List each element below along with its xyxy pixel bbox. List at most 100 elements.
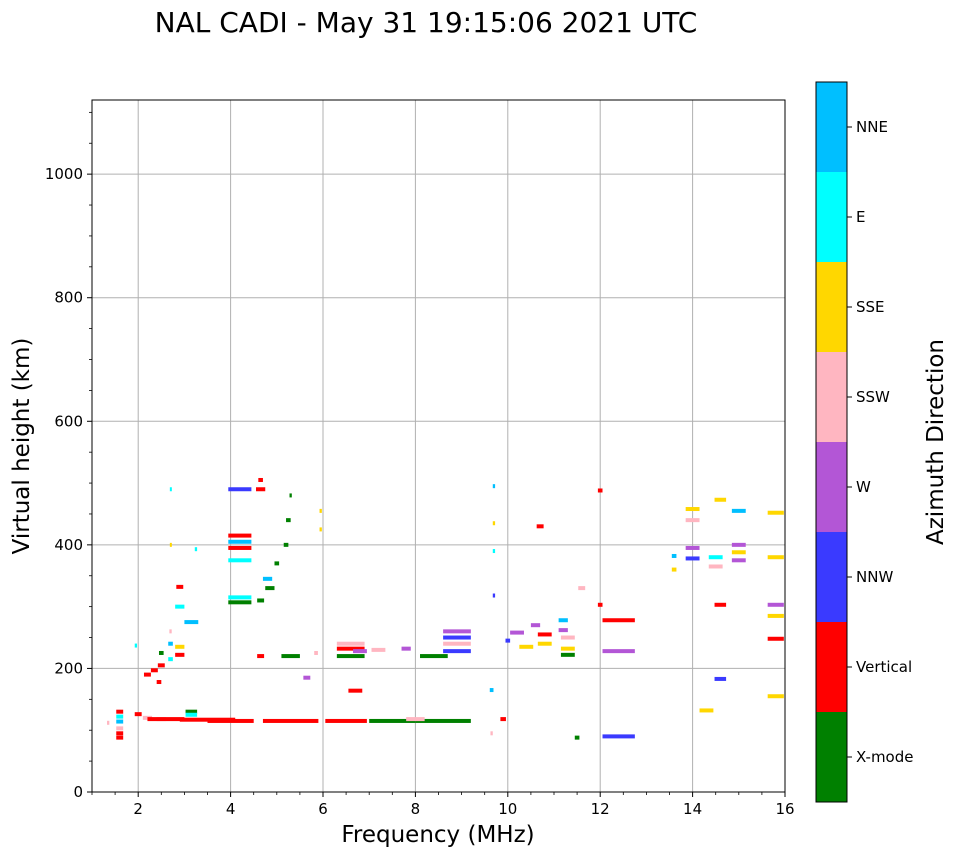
echo-point <box>168 657 173 662</box>
y-tick-label: 800 <box>54 289 83 307</box>
echo-point <box>537 641 552 646</box>
echo-point <box>289 493 292 498</box>
echo-point <box>228 545 252 550</box>
echo-point <box>116 709 124 714</box>
colorbar-tick-label: SSW <box>856 388 890 406</box>
echo-point <box>369 718 416 723</box>
echo-point <box>443 635 471 640</box>
colorbar-segment <box>816 352 847 442</box>
echo-point <box>560 652 575 657</box>
echo-point <box>767 694 784 699</box>
echo-point <box>519 644 534 649</box>
echo-point <box>505 638 511 643</box>
colorbar-segment <box>816 622 847 712</box>
echo-point <box>731 508 746 513</box>
echo-point <box>265 586 275 591</box>
echo-point <box>767 613 784 618</box>
colorbar: X-mode Vertical NNW W SSW SSE E NNE <box>815 81 913 803</box>
echo-point <box>353 649 367 654</box>
echo-point <box>401 646 411 651</box>
echo-point <box>156 680 162 685</box>
echo-point <box>767 510 784 515</box>
echo-point <box>767 636 784 641</box>
echo-point <box>116 719 124 724</box>
echo-point <box>574 735 580 740</box>
colorbar-segment <box>816 442 847 532</box>
echo-point <box>168 641 173 646</box>
plot-background <box>92 100 785 792</box>
echo-point <box>207 718 254 723</box>
colorbar-tick-label: NNW <box>856 568 893 586</box>
echo-point <box>420 654 448 659</box>
echo-point <box>708 555 723 560</box>
echo-point <box>731 542 746 547</box>
colorbar-tick-label: E <box>856 208 865 226</box>
echo-point <box>406 717 425 722</box>
x-tick-label: 6 <box>318 800 328 818</box>
echo-point <box>176 584 184 589</box>
x-tick-label: 2 <box>133 800 143 818</box>
echo-point <box>336 654 365 659</box>
echo-point <box>443 641 471 646</box>
colorbar-frame <box>815 81 848 803</box>
echo-point <box>303 675 311 680</box>
colorbar-segment <box>816 82 847 172</box>
echo-point <box>258 477 263 482</box>
y-tick-label: 0 <box>73 783 83 801</box>
echo-point <box>492 549 496 554</box>
echo-point <box>185 709 198 714</box>
echo-point <box>685 507 700 512</box>
echo-point <box>147 717 185 722</box>
echo-point <box>175 644 185 649</box>
echo-point <box>319 527 322 532</box>
echo-point <box>228 595 252 600</box>
echo-point <box>714 676 727 681</box>
echo-point <box>257 654 265 659</box>
echo-point <box>134 712 142 717</box>
echo-point <box>500 717 506 722</box>
y-tick-label: 200 <box>54 659 83 677</box>
echo-point <box>107 720 110 725</box>
colorbar-tick-label: X-mode <box>856 748 913 766</box>
echo-point <box>602 618 635 623</box>
echo-point <box>492 593 496 598</box>
echo-point <box>602 734 635 739</box>
echo-point <box>708 564 723 569</box>
colorbar-segment <box>816 172 847 262</box>
colorbar-segment <box>816 712 847 802</box>
echo-point <box>536 524 544 529</box>
colorbar-segment <box>816 532 847 622</box>
echo-point <box>731 558 746 563</box>
y-tick-label: 400 <box>54 536 83 554</box>
echo-point <box>158 650 164 655</box>
echo-point <box>597 602 603 607</box>
chart-title: NAL CADI - May 31 19:15:06 2021 UTC <box>155 6 698 39</box>
x-tick-label: 4 <box>226 800 236 818</box>
echo-point <box>602 649 635 654</box>
colorbar-label: Azimuth Direction <box>923 339 949 545</box>
echo-point <box>157 663 165 668</box>
echo-point <box>560 635 575 640</box>
echo-point <box>169 629 172 634</box>
echo-point <box>731 550 746 555</box>
plot-area: 2 4 6 8 10 12 14 16 0 200 400 600 800 1000 <box>45 99 795 818</box>
echo-point <box>228 533 252 538</box>
echo-point <box>262 718 319 723</box>
echo-point <box>443 649 471 654</box>
echo-point <box>262 576 273 581</box>
echo-point <box>281 654 300 659</box>
echo-point <box>578 586 586 591</box>
grid-lines <box>92 100 785 792</box>
echo-point <box>714 497 727 502</box>
x-tick-label: 16 <box>775 800 794 818</box>
y-axis-ticks: 0 200 400 600 800 1000 <box>45 111 92 801</box>
echo-point <box>685 518 700 523</box>
echo-point <box>143 672 151 677</box>
colorbar-tick-label: Vertical <box>856 658 912 676</box>
echo-point <box>443 629 471 634</box>
echo-point <box>685 556 700 561</box>
echo-point <box>685 545 700 550</box>
echo-point <box>256 487 266 492</box>
x-tick-label: 8 <box>411 800 421 818</box>
echo-point <box>489 688 494 693</box>
